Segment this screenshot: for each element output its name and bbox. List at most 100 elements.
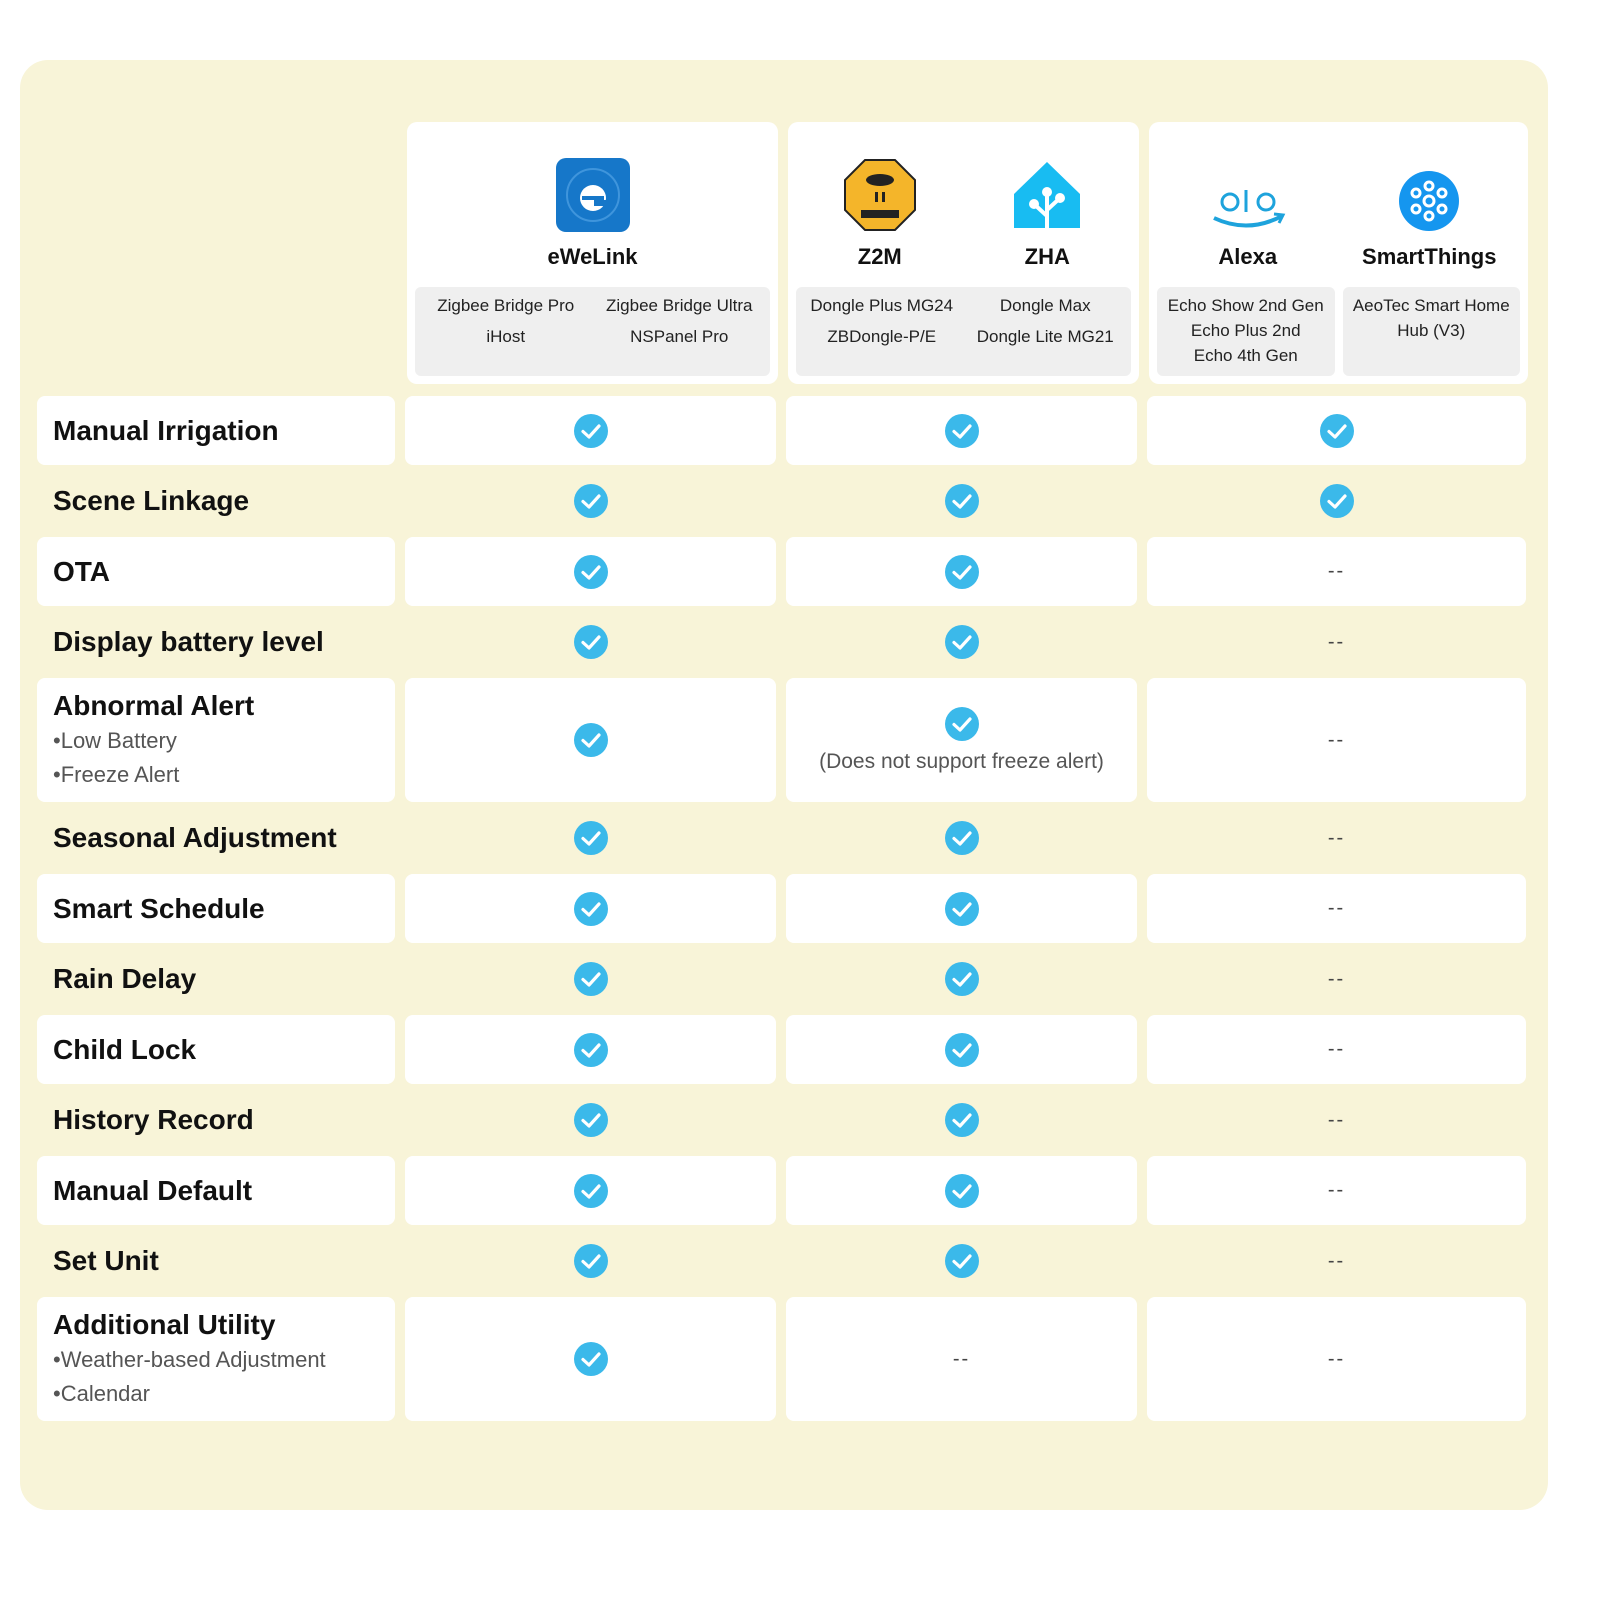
support-cell (786, 608, 1137, 677)
feature-cell: Additional UtilityWeather-based Adjustme… (37, 1297, 395, 1421)
device: Echo Plus 2nd (1190, 321, 1301, 340)
check-icon (944, 413, 979, 448)
support-cell: -- (1147, 678, 1526, 802)
app: ZHA (964, 122, 1132, 287)
feature-cell: Rain Delay (37, 945, 395, 1014)
device: Zigbee Bridge Pro (437, 296, 575, 315)
check-icon (573, 1244, 608, 1278)
check-icon (944, 1244, 979, 1278)
feature-title: Rain Delay (53, 963, 197, 994)
feature-title: Scene Linkage (53, 485, 250, 516)
support-text: -- (1327, 1347, 1346, 1370)
feature-table: Manual Irrigation Scene Linkage OTA -- Displ… (37, 396, 1526, 1421)
check-icon (944, 1173, 979, 1208)
check-icon (944, 821, 979, 855)
feature-title: Display battery level (53, 626, 324, 657)
support-cell: -- (1147, 945, 1526, 1014)
feature-cell: Manual Default (37, 1156, 395, 1225)
support-cell: -- (1147, 608, 1526, 677)
support-cell (786, 804, 1137, 873)
app-name: Z2M (857, 244, 902, 269)
device: iHost (486, 327, 526, 346)
check-icon (1319, 484, 1354, 518)
feature-cell: History Record (37, 1086, 395, 1155)
app: SmartThings (1339, 122, 1521, 287)
app: Z2M (796, 122, 964, 287)
feature-title: OTA (53, 555, 111, 587)
device: AeoTec Smart Home Hub (V3) (1352, 296, 1510, 340)
platform-card: Z2M ZHA Dongle Plus MG24 Dongle Max ZBDongle… (788, 122, 1139, 384)
app-row: Z2M ZHA (796, 122, 1131, 287)
check-icon (944, 1103, 979, 1137)
app-row: eWeLink (415, 122, 770, 287)
support-cell: -- (1147, 1086, 1526, 1155)
support-cell (405, 945, 776, 1014)
feature-item: Low Battery (53, 724, 177, 758)
support-text: -- (1327, 1108, 1346, 1131)
support-cell (405, 608, 776, 677)
support-cell: -- (1147, 804, 1526, 873)
support-text: -- (1327, 560, 1346, 582)
feature-cell: OTA (37, 537, 395, 606)
device: Dongle Plus MG24 (810, 296, 954, 315)
support-cell: -- (1147, 1156, 1526, 1225)
app-row: Alexa SmartThings (1157, 122, 1520, 287)
feature-cell: Child Lock (37, 1015, 395, 1084)
support-text: -- (1327, 967, 1346, 990)
support-cell (405, 804, 776, 873)
device: Dongle Max (999, 296, 1091, 315)
app-logo (1014, 162, 1081, 228)
app-name: eWeLink (547, 244, 638, 269)
check-icon (573, 1032, 608, 1067)
device: Zigbee Bridge Ultra (606, 296, 753, 315)
check-icon (573, 1103, 608, 1137)
check-icon (573, 821, 608, 855)
check-icon (573, 723, 608, 757)
platform-card: eWeLink Zigbee Bridge Pro Zigbee Bridge Ul… (407, 122, 778, 384)
app: Alexa (1157, 122, 1339, 287)
support-cell: -- (1147, 1015, 1526, 1084)
app: eWeLink (415, 122, 770, 287)
feature-item: Calendar (53, 1377, 150, 1411)
support-text: -- (1327, 826, 1346, 849)
check-icon (573, 962, 608, 996)
support-text: -- (1327, 1179, 1346, 1201)
support-cell (786, 467, 1137, 536)
support-text: -- (1327, 1038, 1346, 1060)
support-cell (786, 1015, 1137, 1084)
check-icon (573, 413, 608, 448)
feature-cell: Scene Linkage (37, 467, 395, 536)
support-text: -- (1327, 728, 1346, 751)
support-cell (405, 396, 776, 465)
device-row: Echo Show 2nd Gen Echo Plus 2nd Echo 4th G… (1157, 287, 1520, 376)
support-text: -- (1327, 1249, 1346, 1272)
check-icon (944, 962, 979, 996)
feature-title: Abnormal Alert (53, 690, 255, 721)
support-cell (786, 1156, 1137, 1225)
feature-item: Freeze Alert (53, 758, 180, 792)
support-cell (786, 537, 1137, 606)
feature-cell: Abnormal AlertLow BatteryFreeze Alert (37, 678, 395, 802)
support-text: -- (952, 1347, 971, 1370)
check-icon (944, 1032, 979, 1067)
device-box: Echo Show 2nd Gen Echo Plus 2nd Echo 4th G… (1157, 287, 1335, 376)
support-cell (786, 396, 1137, 465)
feature-cell: Smart Schedule (37, 874, 395, 943)
support-cell (1147, 396, 1526, 465)
device-row: Zigbee Bridge Pro Zigbee Bridge Ultra iHos… (415, 287, 770, 376)
device: Echo Show 2nd Gen (1167, 296, 1324, 315)
support-cell (786, 874, 1137, 943)
support-cell: -- (1147, 537, 1526, 606)
device-box: Zigbee Bridge Pro Zigbee Bridge Ultra iHos… (415, 287, 770, 376)
support-cell (405, 1015, 776, 1084)
app-logo (843, 159, 916, 231)
feature-title: Smart Schedule (53, 892, 265, 924)
check-icon (573, 1342, 608, 1376)
support-cell (786, 1086, 1137, 1155)
feature-cell: Display battery level (37, 608, 395, 677)
app-name: ZHA (1024, 244, 1070, 269)
support-cell (786, 1227, 1137, 1296)
support-cell (405, 1297, 776, 1421)
support-cell (786, 945, 1137, 1014)
support-cell (1147, 467, 1526, 536)
